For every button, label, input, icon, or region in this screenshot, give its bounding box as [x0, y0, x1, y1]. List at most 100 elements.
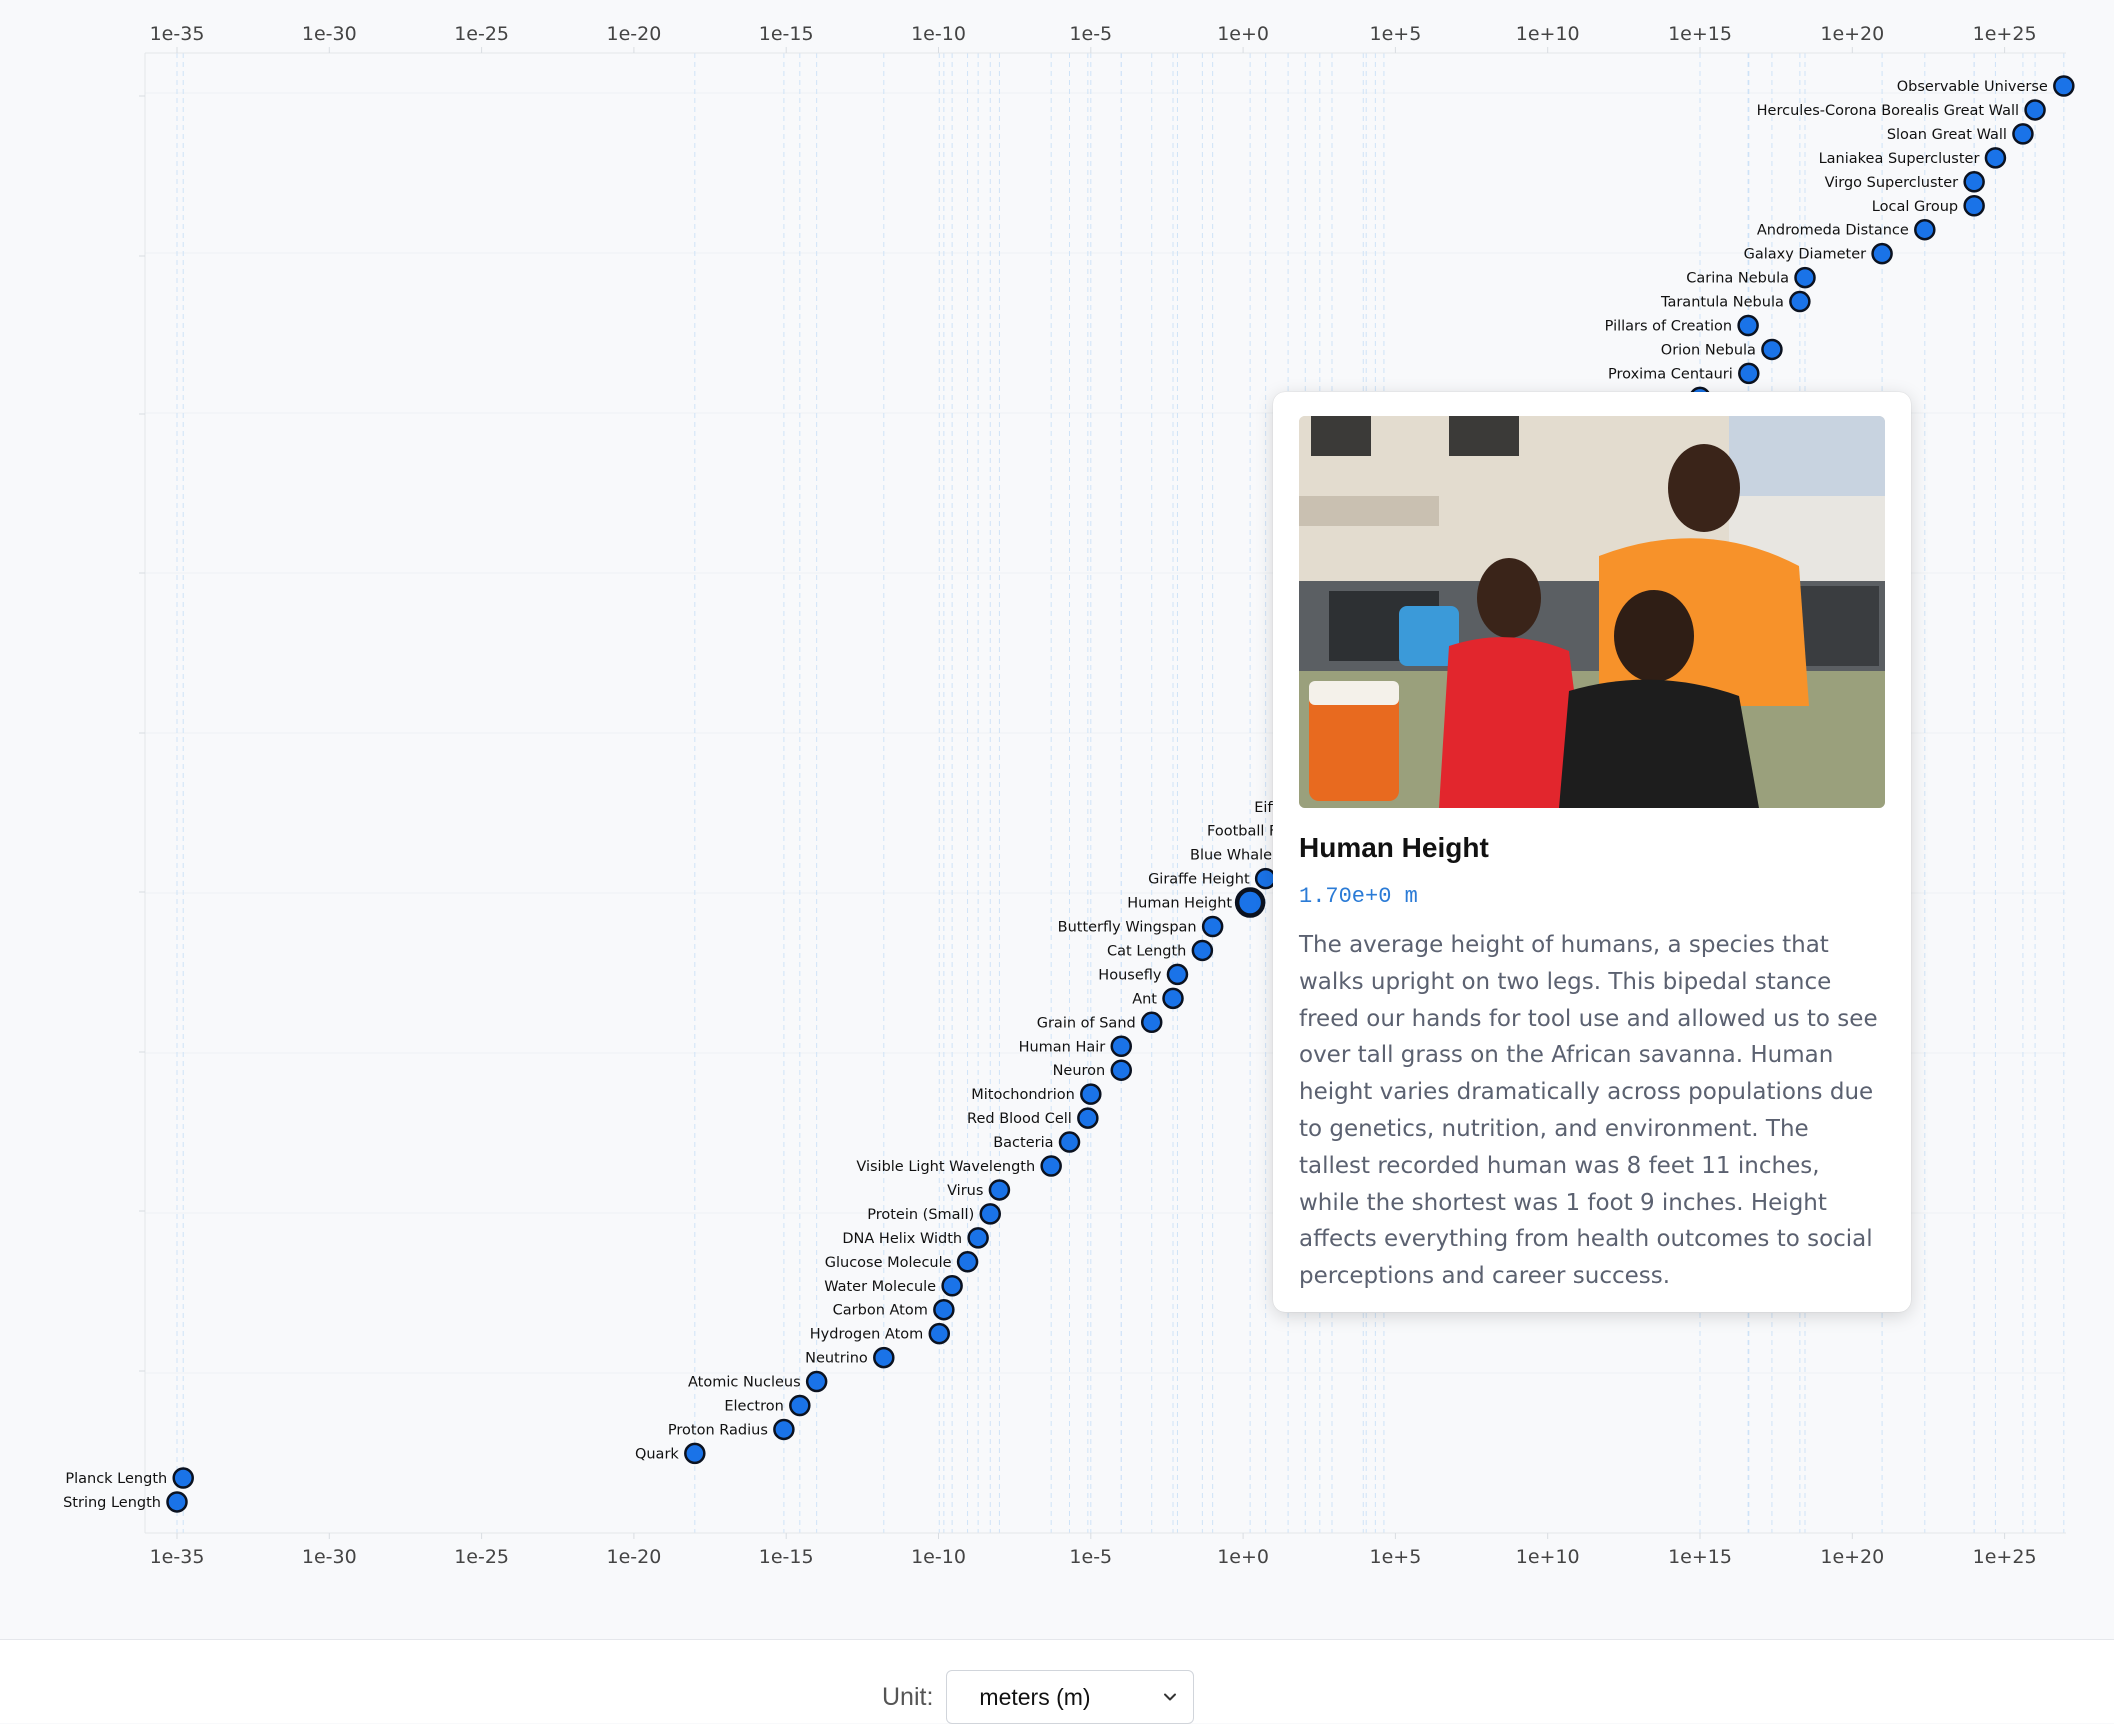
x-tick-label-top: 1e+10 [1516, 23, 1580, 45]
tooltip-description: The average height of humans, a species … [1299, 932, 1878, 1290]
x-tick-label-bottom: 1e-15 [759, 1546, 814, 1568]
unit-select-value: meters (m) [979, 1683, 1091, 1710]
data-point-label: Proxima Centauri [1608, 366, 1733, 382]
data-point[interactable] [967, 1227, 989, 1249]
data-point-label: Mitochondrion [971, 1087, 1075, 1103]
data-point-label: Proton Radius [668, 1422, 768, 1438]
data-point-label: Tarantula Nebula [1660, 295, 1784, 311]
data-point[interactable] [1110, 1059, 1133, 1081]
data-point[interactable] [1963, 171, 1985, 193]
data-point-label: Housefly [1098, 967, 1162, 983]
data-point[interactable] [1914, 218, 1936, 241]
data-point[interactable] [2024, 99, 2046, 121]
data-point[interactable] [1963, 195, 1985, 217]
data-point-label: Neutrino [805, 1351, 868, 1367]
data-point[interactable] [789, 1394, 811, 1417]
x-tick-label-bottom: 1e+25 [1973, 1546, 2037, 1568]
data-point-label: Carbon Atom [833, 1303, 928, 1319]
data-point-label: Quark [635, 1446, 679, 1462]
footer-bar: Unit: meters (m) [0, 1639, 2114, 1724]
data-point-label: Virgo Supercluster [1825, 175, 1959, 191]
x-tick-label-top: 1e+0 [1217, 23, 1269, 45]
data-point[interactable] [1794, 266, 1816, 289]
data-point-label: Ant [1132, 991, 1157, 1007]
x-tick-label-bottom: 1e-20 [606, 1546, 661, 1568]
x-tick-label-bottom: 1e-35 [150, 1546, 205, 1568]
data-point-label: Blue Whale [1190, 848, 1272, 864]
data-point-label: Protein (Small) [867, 1207, 974, 1223]
data-point-label: Planck Length [65, 1471, 167, 1487]
data-point-label: Giraffe Height [1148, 872, 1250, 888]
data-point[interactable] [1191, 939, 1214, 962]
data-point[interactable] [172, 1467, 194, 1489]
data-point[interactable] [1166, 963, 1189, 986]
tooltip-value: 1.70e+0 m [1299, 884, 1418, 909]
data-point-label: Orion Nebula [1661, 342, 1756, 358]
data-point[interactable] [1984, 147, 2007, 169]
data-point[interactable] [1162, 987, 1184, 1010]
data-point-label: Visible Light Wavelength [856, 1159, 1035, 1175]
data-point[interactable] [1110, 1035, 1133, 1057]
data-point-label: Red Blood Cell [967, 1111, 1072, 1127]
data-point-label: Grain of Sand [1037, 1015, 1136, 1031]
x-tick-label-bottom: 1e-5 [1069, 1546, 1112, 1568]
data-point[interactable] [1789, 290, 1811, 313]
axes [139, 52, 2066, 1534]
data-point-label: Butterfly Wingspan [1058, 920, 1197, 936]
data-point[interactable] [1761, 338, 1783, 361]
data-point[interactable] [1080, 1083, 1102, 1105]
data-point[interactable] [1201, 915, 1224, 938]
x-tick-label-top: 1e-35 [150, 23, 205, 45]
data-point[interactable] [2053, 75, 2075, 97]
x-tick-label-bottom: 1e-10 [911, 1546, 966, 1568]
data-point[interactable] [956, 1251, 979, 1273]
data-point[interactable] [1738, 362, 1760, 385]
tooltip-title: Human Height [1299, 832, 1489, 863]
data-point[interactable] [933, 1298, 955, 1321]
unit-select[interactable]: meters (m) [946, 1670, 1195, 1724]
x-tick-label-top: 1e-30 [302, 23, 357, 45]
x-tick-label-top: 1e-5 [1069, 23, 1112, 45]
top-axis-ticks: 1e-35 1e-30 1e-25 1e-20 1e-15 1e-10 1e-5 1e+0 1e… [150, 23, 2037, 53]
data-point[interactable] [2012, 123, 2034, 145]
data-point[interactable] [941, 1275, 963, 1297]
data-point[interactable] [979, 1203, 1002, 1225]
data-point[interactable] [988, 1179, 1011, 1201]
data-point-label: Cat Length [1107, 943, 1186, 959]
data-point[interactable] [928, 1322, 951, 1345]
data-point[interactable] [1040, 1155, 1062, 1177]
data-point-label: Laniakea Supercluster [1819, 151, 1980, 167]
chevron-down-icon [1164, 1693, 1177, 1701]
data-point[interactable] [1234, 887, 1266, 918]
data-point[interactable] [805, 1370, 828, 1393]
x-tick-label-top: 1e+20 [1820, 23, 1884, 45]
data-point[interactable] [684, 1442, 706, 1465]
x-tick-label-bottom: 1e+20 [1820, 1546, 1884, 1568]
data-point-label: Human Height [1127, 896, 1232, 912]
x-tick-label-bottom: 1e+15 [1668, 1546, 1732, 1568]
data-point[interactable] [1737, 314, 1759, 337]
x-tick-label-bottom: 1e+5 [1370, 1546, 1422, 1568]
data-point[interactable] [1058, 1131, 1081, 1153]
data-point[interactable] [1140, 1011, 1163, 1034]
info-tooltip: Human Height 1.70e+0 m The average heigh… [1273, 392, 1911, 1312]
data-point-label: String Length [63, 1495, 161, 1511]
data-point-label: Observable Universe [1897, 79, 2048, 95]
data-point-label: Electron [724, 1399, 783, 1415]
x-tick-label-bottom: 1e-30 [302, 1546, 357, 1568]
data-point-label: Water Molecule [824, 1279, 936, 1295]
data-point[interactable] [1871, 242, 1893, 265]
data-point-label: Bacteria [993, 1135, 1053, 1151]
data-point-label: Neuron [1053, 1063, 1106, 1079]
data-point-label: Galaxy Diameter [1744, 247, 1867, 263]
unit-control: Unit: meters (m) [882, 1670, 1195, 1724]
data-point[interactable] [1077, 1107, 1099, 1129]
data-point[interactable] [166, 1491, 188, 1513]
x-tick-label-top: 1e-25 [454, 23, 509, 45]
data-point-label: Human Hair [1019, 1039, 1106, 1055]
data-point-label: Carina Nebula [1686, 271, 1789, 287]
data-point-label: DNA Helix Width [842, 1231, 962, 1247]
data-point[interactable] [773, 1418, 795, 1441]
data-point[interactable] [873, 1346, 895, 1369]
data-point-label: Pillars of Creation [1605, 319, 1732, 335]
